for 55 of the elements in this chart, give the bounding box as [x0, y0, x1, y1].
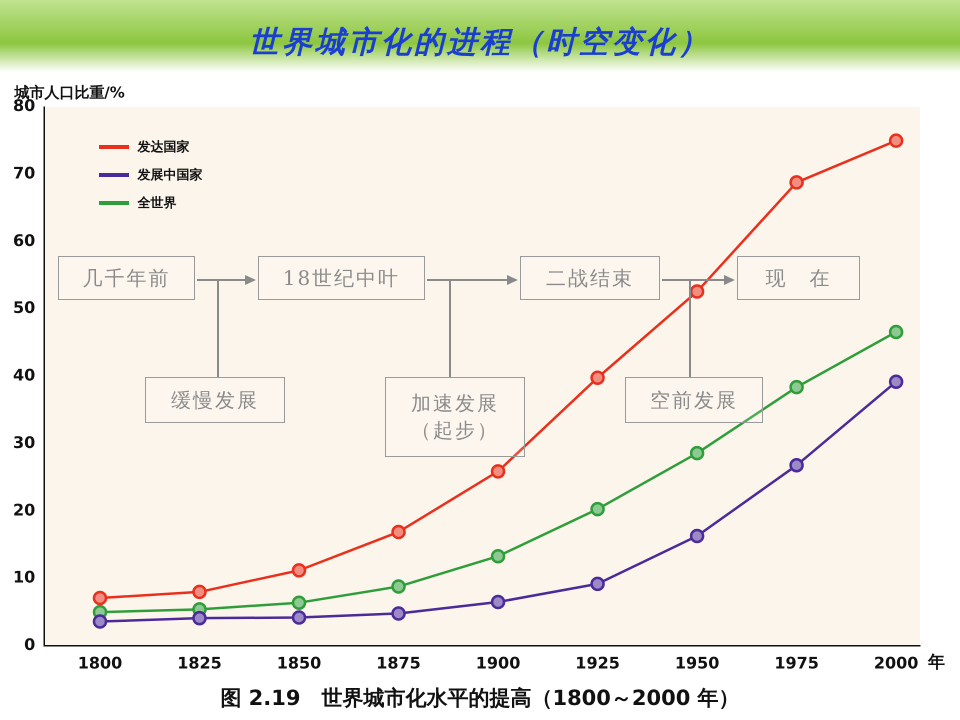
y-tick-label: 60	[13, 230, 36, 250]
point	[391, 606, 406, 621]
y-tick-label: 40	[13, 366, 36, 385]
annotation: 空前发展	[625, 377, 763, 423]
x-tick-label: 1850	[276, 654, 322, 673]
annotation: 二战结束	[520, 256, 660, 300]
annotation: 几千年前	[58, 256, 195, 300]
point	[490, 594, 506, 610]
x-tick-label: 1950	[674, 654, 720, 673]
point	[789, 380, 804, 394]
point	[590, 576, 605, 592]
x-tick-label: 1925	[575, 654, 620, 673]
point	[789, 175, 804, 190]
legend-label: 全世界	[137, 195, 176, 212]
caption: 图 2.19 世界城市化水平的提高（1800～2000 年）	[219, 685, 741, 712]
point	[789, 458, 804, 473]
point	[292, 595, 306, 610]
annotation: 加速发展（起步）	[411, 390, 499, 444]
point	[92, 590, 108, 606]
point	[192, 610, 207, 626]
legend-label: 发展中国家	[137, 166, 202, 184]
point	[292, 563, 306, 578]
x-tick-label: 1900	[476, 654, 520, 673]
x-tick-label: 1800	[78, 654, 122, 673]
y-tick-label: 70	[13, 164, 36, 183]
x-axis-title: 年	[927, 652, 945, 673]
point	[590, 370, 605, 385]
point	[490, 464, 506, 479]
annotation: 现 在	[737, 256, 860, 300]
point	[690, 284, 704, 299]
point	[888, 324, 904, 340]
annotation: 缓慢发展	[145, 377, 285, 423]
x-tick-label: 1875	[376, 654, 421, 673]
y-tick-label: 0	[24, 634, 36, 654]
point	[292, 610, 306, 625]
y-tick-label: 20	[13, 500, 36, 520]
annotation: 18世纪中叶	[258, 256, 425, 300]
point	[690, 528, 704, 544]
chart-title: 世界城市化的进程（时空变化）	[248, 24, 712, 62]
point	[888, 133, 904, 148]
x-tick-label: 1825	[177, 654, 222, 673]
point	[391, 524, 406, 540]
x-tick-label: 1975	[774, 654, 819, 673]
point	[590, 502, 605, 516]
point	[92, 614, 108, 629]
point	[690, 446, 704, 460]
point	[391, 579, 406, 594]
point	[192, 584, 207, 600]
y-tick-label: 30	[13, 432, 36, 452]
y-tick-label: 50	[13, 298, 36, 318]
y-tick-label: 10	[13, 568, 36, 587]
point	[888, 374, 904, 390]
point	[490, 548, 506, 564]
legend-label: 发达国家	[137, 138, 190, 156]
x-tick-label: 2000	[874, 654, 918, 673]
